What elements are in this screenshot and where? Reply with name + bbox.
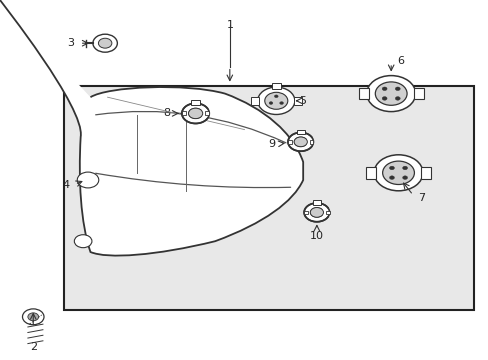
Circle shape [382, 96, 386, 100]
Circle shape [402, 176, 407, 179]
Text: 7: 7 [417, 193, 424, 203]
Text: 6: 6 [397, 56, 404, 66]
Bar [63, 86, 473, 310]
Bar [309, 140, 313, 144]
Circle shape [389, 176, 394, 179]
Bar [325, 211, 329, 214]
Bar [304, 211, 307, 214]
PathPatch shape [0, 87, 303, 360]
Circle shape [182, 103, 209, 123]
Circle shape [366, 76, 415, 112]
Text: 3: 3 [67, 38, 74, 48]
Text: 1: 1 [226, 20, 233, 30]
Text: 5: 5 [299, 96, 306, 106]
Circle shape [74, 235, 92, 248]
Circle shape [394, 87, 399, 91]
Text: 8: 8 [163, 108, 170, 118]
Bar [250, 97, 259, 104]
Circle shape [287, 132, 313, 151]
Circle shape [98, 38, 112, 48]
Bar [287, 140, 291, 144]
Text: 9: 9 [267, 139, 274, 149]
Bar [205, 111, 209, 116]
Circle shape [373, 155, 422, 191]
Circle shape [28, 313, 39, 321]
Circle shape [93, 34, 117, 52]
Circle shape [309, 207, 323, 217]
Circle shape [22, 309, 44, 325]
Circle shape [389, 166, 394, 170]
Circle shape [268, 102, 272, 104]
Bar [296, 130, 304, 134]
Circle shape [394, 96, 399, 100]
Bar [358, 88, 368, 99]
Circle shape [257, 87, 294, 114]
Circle shape [293, 137, 307, 147]
Bar [413, 88, 423, 99]
Bar [271, 83, 280, 89]
Text: 4: 4 [62, 180, 69, 190]
Circle shape [375, 82, 406, 105]
Circle shape [188, 108, 203, 119]
Bar [182, 111, 185, 116]
Bar [191, 100, 199, 105]
Circle shape [304, 203, 329, 222]
Circle shape [382, 87, 386, 91]
Text: 2: 2 [30, 342, 37, 352]
Bar [365, 167, 375, 179]
Circle shape [279, 102, 283, 104]
Circle shape [382, 161, 413, 184]
Circle shape [77, 172, 99, 188]
Bar [312, 200, 320, 205]
Circle shape [264, 92, 287, 109]
Bar [420, 167, 430, 179]
Text: 10: 10 [309, 231, 323, 241]
Circle shape [274, 95, 278, 98]
Circle shape [402, 166, 407, 170]
Bar [293, 97, 302, 104]
